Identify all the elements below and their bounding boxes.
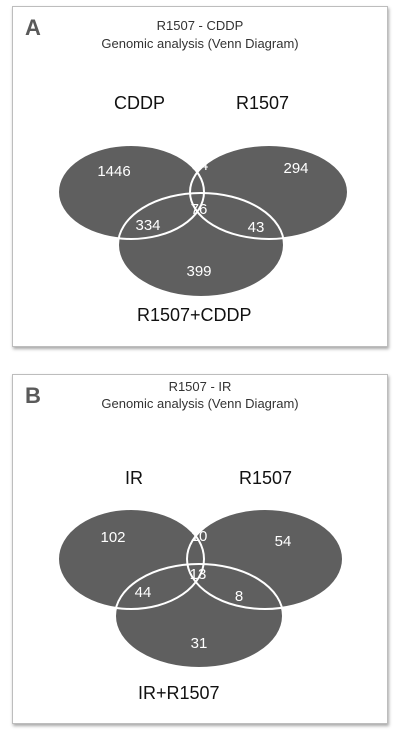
region-bottom-only: 399 [186,263,211,280]
region-bottom-only: 31 [191,635,208,652]
region-left-right: 10 [191,528,208,545]
venn-panel-a: A R1507 - CDDP Genomic analysis (Venn Di… [12,6,388,347]
region-left-only: 102 [100,529,125,546]
panel-letter: B [25,383,41,408]
panel-subtitle: Genomic analysis (Venn Diagram) [101,396,299,411]
set-label-left: IR [125,468,143,488]
set-outline-bottom [117,192,285,298]
set-outline-left [57,144,205,240]
panel-title: R1507 - CDDP [156,18,244,33]
set-label-bottom: R1507+CDDP [137,305,252,325]
region-left-bottom: 334 [135,217,160,234]
venn-panel-b: B R1507 - IR Genomic analysis (Venn Diag… [12,374,388,724]
region-left-bottom: 44 [135,584,152,601]
set-outline-left [57,508,205,610]
set-label-right: R1507 [236,93,290,113]
region-right-only: 294 [283,160,308,177]
set-ellipse-bottom [118,193,284,297]
region-right-bottom: 8 [235,588,243,605]
region-right-only: 54 [275,533,292,550]
region-all-three: 13 [190,566,207,583]
set-label-bottom: IR+R1507 [138,683,220,703]
set-outline-bottom [114,563,284,669]
region-right-bottom: 43 [248,219,265,236]
region-left-right: 34 [192,157,209,174]
set-label-right: R1507 [239,468,293,488]
venn-diagram: 1446 34 294 334 76 43 399 [57,144,349,298]
panel-subtitle: Genomic analysis (Venn Diagram) [101,36,299,51]
panel-letter: A [25,15,41,40]
set-label-left: CDDP [114,93,166,113]
region-all-three: 76 [191,201,208,218]
panel-title: R1507 - IR [168,379,232,394]
set-outline-right [186,508,344,610]
set-outline-right [189,144,349,240]
set-ellipse-bottom [115,564,283,668]
venn-diagram: 102 10 54 44 13 8 31 [57,508,344,669]
region-left-only: 1446 [97,163,130,180]
